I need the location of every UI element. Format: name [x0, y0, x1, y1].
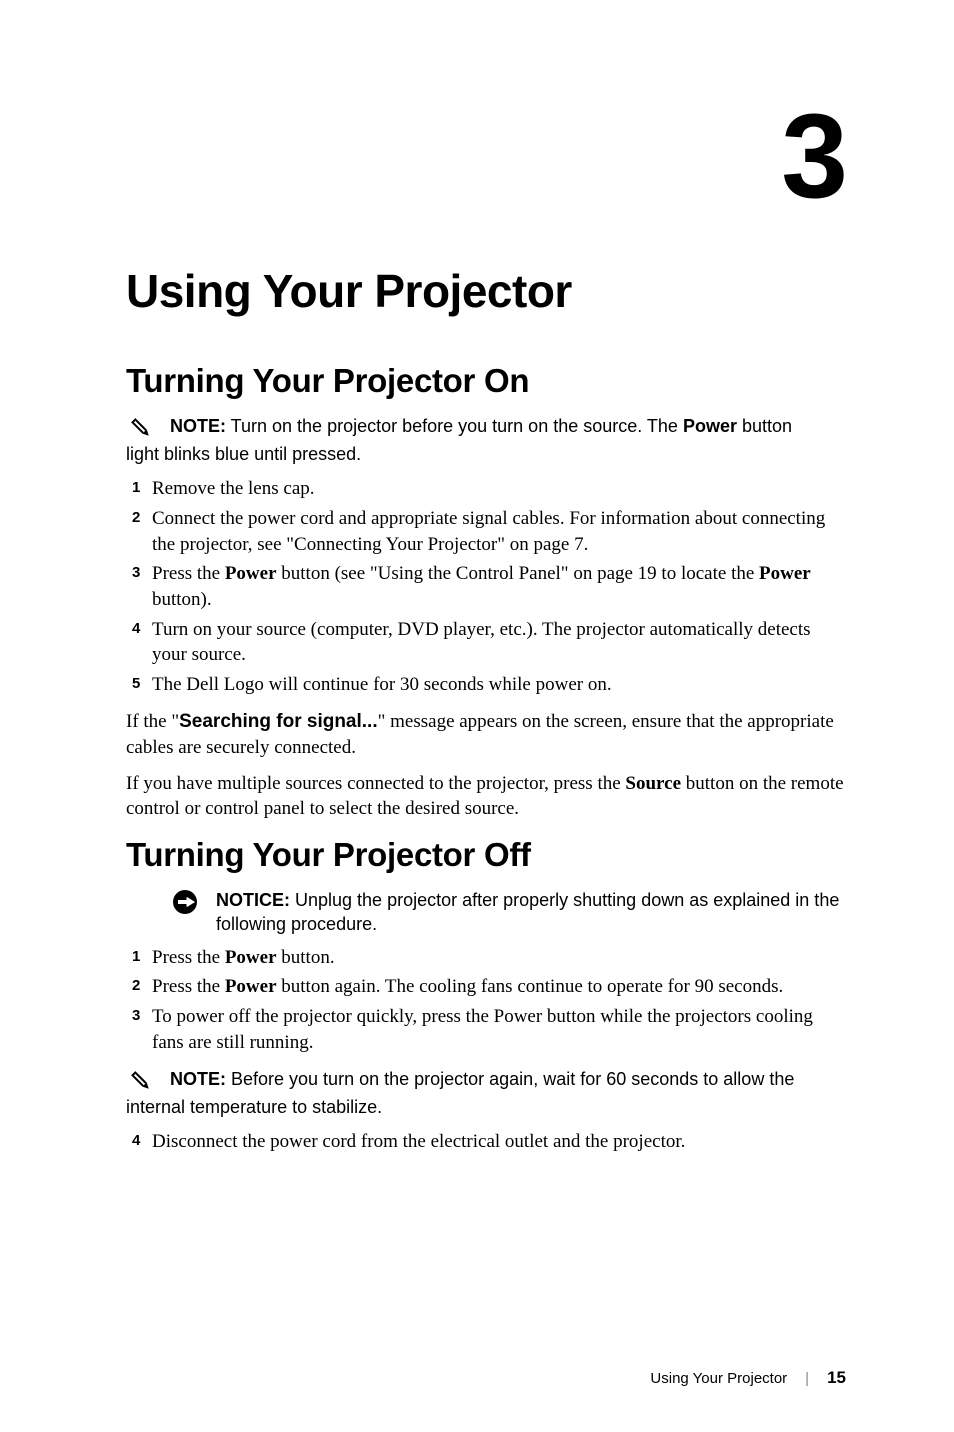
page-footer: Using Your Projector | 15	[650, 1368, 846, 1388]
section-heading-on: Turning Your Projector On	[126, 362, 846, 400]
step: The Dell Logo will continue for 30 secon…	[126, 672, 846, 698]
note-text-1: NOTE: Turn on the projector before you t…	[170, 414, 846, 438]
notice-block: NOTICE: Unplug the projector after prope…	[126, 888, 846, 937]
page: 3 Using Your Projector Turning Your Proj…	[0, 0, 954, 1432]
note-label: NOTE:	[170, 416, 226, 436]
step: Press the Power button (see "Using the C…	[126, 561, 846, 612]
body-para-2: If you have multiple sources connected t…	[126, 771, 846, 822]
section-heading-off: Turning Your Projector Off	[126, 836, 846, 874]
note-text-2: NOTE: Before you turn on the projector a…	[170, 1067, 846, 1091]
note-label: NOTE:	[170, 1069, 226, 1089]
footer-divider: |	[805, 1370, 809, 1387]
notice-arrow-icon	[172, 890, 202, 914]
step: Connect the power cord and appropriate s…	[126, 506, 846, 557]
steps-list-off: Press the Power button. Press the Power …	[126, 945, 846, 1056]
notice-text: NOTICE: Unplug the projector after prope…	[216, 888, 846, 937]
note-continue-2: internal temperature to stabilize.	[126, 1095, 846, 1119]
step: Remove the lens cap.	[126, 476, 846, 502]
step: Turn on your source (computer, DVD playe…	[126, 617, 846, 668]
chapter-number: 3	[126, 96, 846, 216]
chapter-title: Using Your Projector	[126, 264, 846, 318]
note-continue-1: light blinks blue until pressed.	[126, 442, 846, 466]
steps-list-on: Remove the lens cap. Connect the power c…	[126, 476, 846, 697]
note-pencil-icon	[126, 416, 156, 440]
steps-list-off-2: Disconnect the power cord from the elect…	[126, 1129, 846, 1155]
body-para-1: If the "Searching for signal..." message…	[126, 709, 846, 760]
page-number: 15	[827, 1368, 846, 1388]
step: Press the Power button again. The coolin…	[126, 974, 846, 1000]
notice-label: NOTICE:	[216, 890, 290, 910]
note-pencil-icon	[126, 1069, 156, 1093]
step: Disconnect the power cord from the elect…	[126, 1129, 846, 1155]
note-block-1: NOTE: Turn on the projector before you t…	[126, 414, 846, 440]
footer-title: Using Your Projector	[650, 1370, 787, 1387]
step: To power off the projector quickly, pres…	[126, 1004, 846, 1055]
step: Press the Power button.	[126, 945, 846, 971]
note-block-2: NOTE: Before you turn on the projector a…	[126, 1067, 846, 1093]
